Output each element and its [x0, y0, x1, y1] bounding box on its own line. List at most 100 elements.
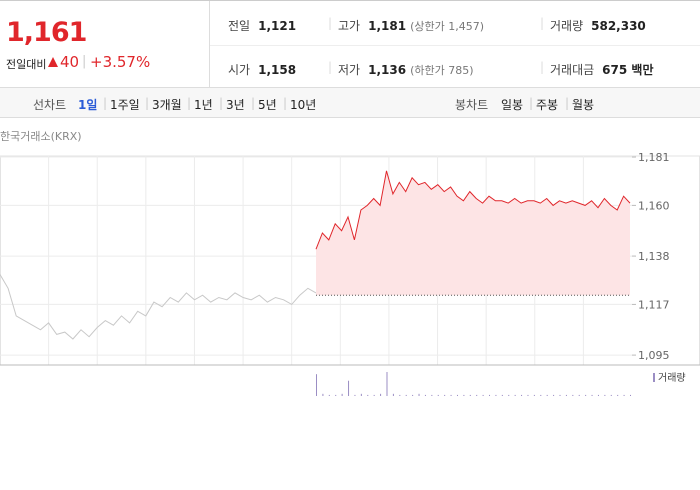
volume-bar [495, 394, 497, 396]
volume-bar [604, 394, 606, 396]
volume-bar [565, 394, 567, 396]
volume-bar [335, 394, 337, 396]
volume-bar [367, 394, 369, 396]
price: 1,161 [6, 17, 87, 48]
volume-bar [360, 393, 362, 396]
summary-cell: 저가 1,136 (하한가 785) [338, 59, 474, 78]
volume-bar [431, 394, 433, 396]
period-tab[interactable]: 1년 [194, 98, 213, 112]
divider: | [540, 60, 545, 74]
cell-value: 1,181 [368, 19, 407, 33]
divider: | [565, 96, 570, 110]
cell-value: 675 백만 [602, 63, 654, 77]
cell-value: 1,158 [258, 63, 297, 77]
cell-value: 1,136 [368, 63, 407, 77]
volume-bar [348, 380, 350, 396]
tab-bar: 선차트 1일 1주일 | 3개월 | 1년 | 3년 | 5년 | 10년 | 봉차트 일봉 주봉 | 월봉 | [0, 88, 700, 118]
volume-bar [322, 393, 324, 396]
y-tick-label: 1,138 [638, 250, 670, 263]
volume-bar [399, 394, 401, 396]
period-tab[interactable]: 3년 [226, 98, 245, 112]
quote-header: 1,161 전일대비 40 | +3.57% 전일 1,121 고가 1,181 (상한… [0, 0, 700, 88]
volume-bar [456, 394, 458, 396]
y-tick-label: 1,117 [638, 298, 670, 311]
divider: | [328, 60, 333, 74]
y-tick-label: 1,181 [638, 151, 670, 164]
volume-bar [476, 394, 478, 396]
volume-bar [444, 394, 446, 396]
volume-bar [469, 394, 471, 396]
volume-bar [508, 394, 510, 396]
divider: | [103, 96, 108, 110]
volume-bar [623, 394, 625, 396]
divider: | [540, 16, 545, 30]
volume-bar [578, 394, 580, 396]
volume-bar [482, 394, 484, 396]
change-label: 전일대비 [6, 58, 47, 71]
volume-bar [392, 393, 394, 396]
candle-tab[interactable]: 주봉 [536, 98, 559, 112]
cell-label: 거래대금 [550, 63, 595, 77]
cell-label: 저가 [338, 63, 361, 77]
volume-bar [316, 374, 317, 396]
volume-bar [380, 393, 382, 396]
volume-bar [328, 394, 330, 396]
volume-bar [501, 394, 503, 396]
summary-cell: 전일 1,121 [228, 15, 300, 34]
divider: | [529, 96, 534, 110]
cell-label: 전일 [228, 19, 251, 33]
period-tab[interactable]: 1일 [78, 98, 98, 112]
volume-bar [610, 394, 612, 396]
divider: | [283, 96, 288, 110]
volume-bar [533, 394, 535, 396]
y-tick-label: 1,095 [638, 349, 670, 362]
row-divider [210, 45, 700, 46]
volume-bar [373, 394, 375, 396]
volume-bar [559, 394, 561, 396]
volume-bar [527, 394, 529, 396]
chart: 한국거래소(KRX) 1,095 1,117 1,138 1,160 1,181 거래량 [0, 130, 700, 396]
divider: | [145, 96, 150, 110]
cell-note: (하한가 785) [410, 64, 474, 77]
area [316, 170, 630, 296]
summary-cell: 고가 1,181 (상한가 1,457) [338, 15, 484, 34]
summary-cell: 시가 1,158 [228, 59, 300, 78]
cell-label: 고가 [338, 19, 361, 33]
change: 40 [60, 53, 80, 71]
volume-bar [341, 393, 343, 396]
volume-bar [546, 394, 548, 396]
change-rate: +3.57% [90, 53, 151, 71]
volume-bar [521, 394, 523, 396]
candle-tab[interactable]: 일봉 [501, 98, 524, 112]
period-tab[interactable]: 1주일 [110, 98, 140, 112]
volume-bar [386, 372, 388, 396]
cell-value: 1,121 [258, 19, 297, 33]
volume-bar [418, 393, 420, 396]
volume-bar [354, 394, 356, 396]
price-line [0, 274, 317, 340]
divider: | [187, 96, 192, 110]
cell-note: (상한가 1,457) [410, 20, 484, 33]
source-label: 한국거래소(KRX) [0, 130, 82, 143]
volume-bar [405, 394, 407, 396]
divider: | [219, 96, 224, 110]
volume-bar [585, 394, 587, 396]
cell-label: 시가 [228, 63, 251, 77]
period-tab[interactable]: 5년 [258, 98, 277, 112]
candle-tab[interactable]: 월봉 [572, 98, 595, 112]
divider: | [82, 54, 87, 69]
volume-bar [630, 394, 631, 396]
volume-bar [463, 394, 465, 396]
cell-label: 거래량 [550, 19, 584, 33]
volume-bar [553, 394, 555, 396]
volume-bar [424, 394, 426, 396]
volume-bar [489, 394, 491, 396]
legend-label: 거래량 [658, 372, 686, 384]
divider: | [251, 96, 256, 110]
up-arrow [48, 57, 58, 67]
period-tab[interactable]: 10년 [290, 98, 317, 112]
period-tab[interactable]: 3개월 [152, 98, 182, 112]
volume-bar [450, 394, 452, 396]
volume-bar [617, 394, 619, 396]
